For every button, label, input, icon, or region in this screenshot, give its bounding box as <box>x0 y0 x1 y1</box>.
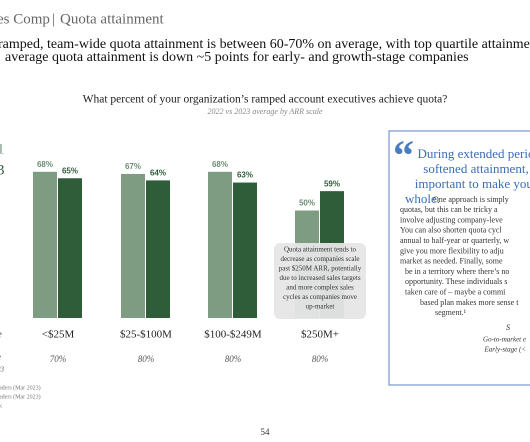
quote-body: taken care of – maybe a commi <box>405 288 506 297</box>
row-label: e <box>0 352 1 362</box>
quote-body: opportunity. These individuals s <box>405 277 507 286</box>
annotation: Quota attainment tends to <box>284 246 357 254</box>
quote-body: segment.¹ <box>435 308 467 317</box>
headline: average quota attainment is down ~5 poin… <box>5 50 469 65</box>
quote-source: Go-to-market e <box>483 336 526 344</box>
x-tick-label: <$25M <box>42 329 75 341</box>
annotation: up-market <box>306 303 335 311</box>
quote-mark: “ <box>393 134 414 180</box>
quote-body: quotas, but this can be tricky a <box>400 205 498 214</box>
quote-headline: softened attainment, <box>423 161 528 176</box>
annotation: past $250M ARR, potentially <box>279 265 362 273</box>
row-label: 23 <box>0 366 5 374</box>
row-value: 80% <box>312 354 329 364</box>
quote-body: annual to half-year or quarterly, w <box>400 236 509 245</box>
x-tick-label: $250M+ <box>301 329 339 341</box>
quote-headline: whole. <box>405 191 440 206</box>
x-tick-label: $25-$100M <box>120 329 172 341</box>
annotation: and more complex sales <box>286 284 354 292</box>
headline: ramped, team-wide quota attainment is be… <box>0 37 530 52</box>
quote-body: give you more flexibility to adju <box>400 246 504 255</box>
bar <box>233 182 257 318</box>
chart-title: What percent of your organization’s ramp… <box>83 94 448 106</box>
quote-headline: During extended perio <box>418 146 530 161</box>
chart-subtitle: 2022 vs 2023 average by ARR scale <box>208 107 323 116</box>
quote-headline: important to make your <box>415 176 530 191</box>
quote-body: involve adjusting company-leve <box>400 215 503 224</box>
bar <box>33 171 57 318</box>
annotation-box <box>274 243 366 319</box>
bar <box>58 178 82 318</box>
value-label: 50% <box>299 199 315 208</box>
quote-body: One approach is simply <box>433 195 509 204</box>
legend-label: 3 <box>0 162 5 178</box>
footer-source: aders (Mar 2023) <box>0 393 41 400</box>
value-label: 59% <box>324 179 340 188</box>
quote-body: be in a territory where there’s no <box>405 267 509 276</box>
header-title: Quota attainment <box>60 11 165 27</box>
annotation: cycles as companies move <box>283 293 357 301</box>
value-label: 67% <box>125 162 141 171</box>
legend-label: 1 <box>0 141 5 157</box>
quote-body: based plan makes more sense t <box>420 298 519 307</box>
bar <box>208 171 232 318</box>
quote-source: S <box>506 323 510 332</box>
x-tick-label: $100-$249M <box>204 329 262 341</box>
quote-source: Early-stage (< <box>484 346 527 354</box>
row-value: 80% <box>225 354 242 364</box>
annotation: due to increased sales targets <box>279 274 360 282</box>
value-label: 65% <box>62 166 78 175</box>
value-label: 68% <box>37 160 53 169</box>
section-name: es Comp <box>0 11 50 27</box>
value-label: 68% <box>212 160 228 169</box>
footer-source: aders (Mar 2023) <box>0 384 41 391</box>
value-label: 64% <box>150 169 166 178</box>
row-value: 80% <box>138 354 155 364</box>
bar <box>121 173 145 318</box>
bar <box>146 180 170 318</box>
quote-body: market as needed. Finally, some <box>400 257 503 266</box>
annotation: decrease as companies scale <box>280 255 359 263</box>
separator: | <box>52 11 55 27</box>
page-number: 54 <box>261 427 271 437</box>
quote-box <box>388 130 530 386</box>
row-label: e <box>0 329 2 341</box>
footer-source: k <box>0 403 2 409</box>
quote-body: You can also shorten quota cycl <box>400 226 502 235</box>
value-label: 63% <box>237 171 253 180</box>
row-value: 70% <box>50 354 67 364</box>
